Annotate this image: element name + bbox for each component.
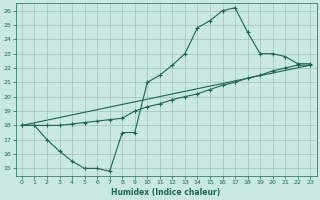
X-axis label: Humidex (Indice chaleur): Humidex (Indice chaleur) <box>111 188 221 197</box>
